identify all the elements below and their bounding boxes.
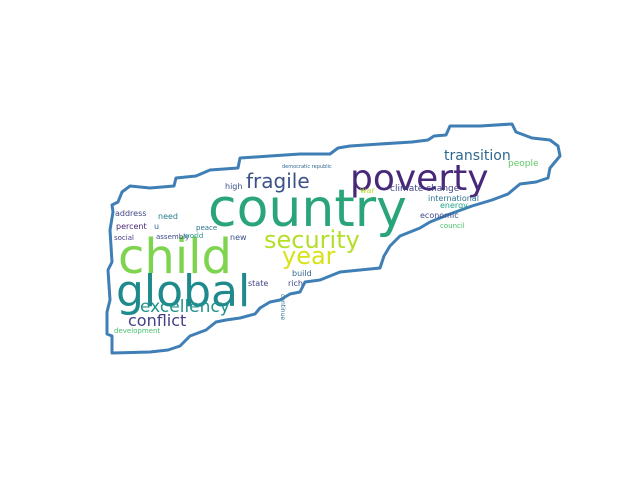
word-new: new — [230, 233, 247, 242]
word-u: u — [154, 222, 159, 231]
word-democratic-republic: democratic republic — [282, 164, 332, 170]
cloud-outline — [105, 122, 562, 355]
word-need: need — [158, 212, 178, 221]
word-development: development — [114, 327, 160, 335]
word-continue: continue — [279, 294, 286, 320]
word-country: country — [208, 179, 407, 239]
word-economic: economic — [420, 211, 459, 220]
word-build: build — [292, 269, 312, 278]
word-international: international — [428, 194, 479, 203]
words-layer: country child poverty global security ye… — [114, 148, 539, 335]
word-climate-change: climate change — [390, 184, 460, 194]
word-peace: peace — [196, 224, 217, 232]
word-child: child — [118, 229, 232, 285]
word-percent: percent — [116, 222, 147, 231]
word-year: year — [282, 242, 336, 270]
word-people: people — [508, 159, 539, 169]
word-social: social — [114, 234, 134, 242]
word-address: address — [115, 209, 146, 218]
word-state: state — [248, 279, 268, 288]
word-security: security — [264, 226, 360, 254]
word-excellency: excellency — [140, 297, 230, 317]
word-poverty: poverty — [350, 158, 489, 199]
word-world: world — [184, 232, 203, 240]
word-war: war — [360, 186, 375, 195]
word-fragile: fragile — [246, 169, 310, 193]
word-council: council — [440, 222, 465, 230]
word-energy: energy — [440, 201, 468, 210]
word-high: high — [225, 182, 242, 191]
word-transition: transition — [444, 148, 511, 164]
word-global: global — [116, 266, 250, 317]
word-rich: rich — [288, 279, 303, 288]
word-assembly: assembly — [156, 233, 189, 241]
word-conflict: conflict — [128, 311, 186, 330]
